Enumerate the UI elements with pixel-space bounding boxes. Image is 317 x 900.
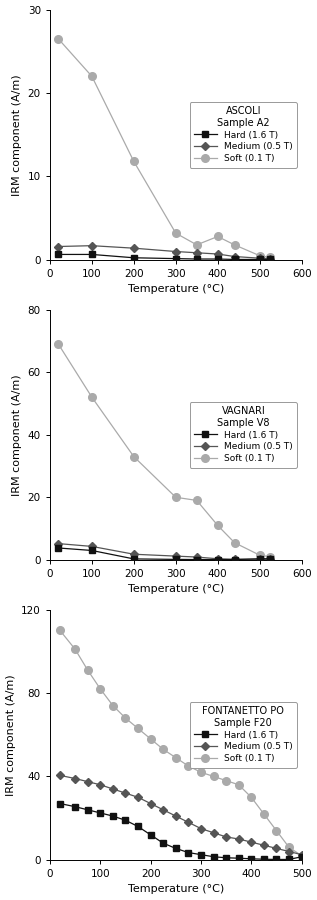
Y-axis label: IRM component (A/m): IRM component (A/m): [12, 374, 22, 496]
Legend: Hard (1.6 T), Medium (0.5 T), Soft (0.1 T): Hard (1.6 T), Medium (0.5 T), Soft (0.1 …: [190, 401, 297, 468]
Y-axis label: IRM component (A/m): IRM component (A/m): [12, 74, 22, 195]
X-axis label: Temperature (°C): Temperature (°C): [128, 284, 224, 294]
Legend: Hard (1.6 T), Medium (0.5 T), Soft (0.1 T): Hard (1.6 T), Medium (0.5 T), Soft (0.1 …: [190, 102, 297, 167]
X-axis label: Temperature (°C): Temperature (°C): [128, 584, 224, 594]
X-axis label: Temperature (°C): Temperature (°C): [128, 885, 224, 895]
Legend: Hard (1.6 T), Medium (0.5 T), Soft (0.1 T): Hard (1.6 T), Medium (0.5 T), Soft (0.1 …: [190, 702, 297, 768]
Y-axis label: IRM component (A/m): IRM component (A/m): [6, 674, 16, 796]
